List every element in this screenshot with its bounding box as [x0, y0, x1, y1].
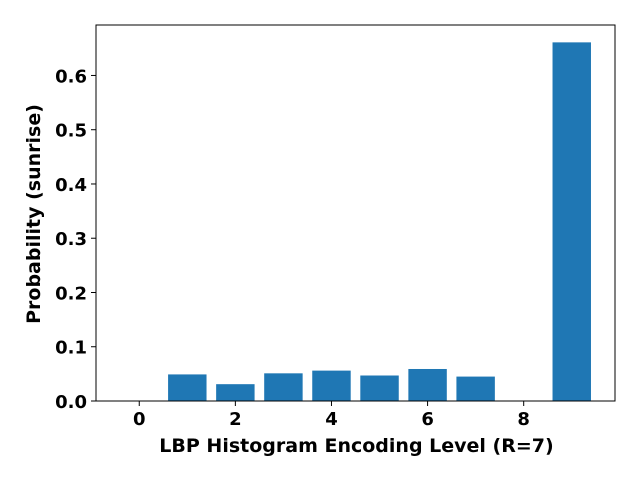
x-tick-label: 0 — [133, 409, 146, 430]
bar-4 — [312, 370, 351, 401]
y-tick-label: 0.6 — [55, 66, 87, 87]
x-tick-label: 4 — [325, 409, 338, 430]
x-axis-label: LBP Histogram Encoding Level (R=7) — [159, 435, 553, 457]
y-tick-label: 0.3 — [55, 229, 87, 250]
bar-7 — [456, 376, 495, 401]
y-tick-label: 0.4 — [55, 175, 87, 196]
bar-2 — [216, 384, 255, 401]
ticks-layer: 0 2 4 6 8 0.0 0.1 0.2 0.3 0.4 0.5 0.6 — [55, 66, 530, 430]
y-tick-label: 0.5 — [55, 121, 87, 142]
x-tick-label: 8 — [517, 409, 530, 430]
y-tick-label: 0.1 — [55, 338, 87, 359]
y-tick-label: 0.0 — [55, 392, 87, 413]
bar-3 — [264, 373, 303, 401]
y-axis-label: Probability (sunrise) — [23, 104, 45, 324]
bars-layer — [168, 42, 591, 402]
x-tick-label: 2 — [229, 409, 242, 430]
bar-6 — [408, 368, 447, 401]
y-tick-label: 0.2 — [55, 283, 87, 304]
x-tick-label: 6 — [421, 409, 434, 430]
bar-9 — [552, 42, 591, 402]
bar-1 — [168, 374, 207, 401]
bar-5 — [360, 375, 399, 401]
plot-frame — [95, 24, 616, 402]
